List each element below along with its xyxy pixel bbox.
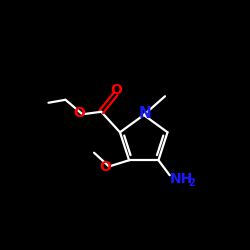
Text: O: O bbox=[73, 106, 85, 120]
Text: O: O bbox=[100, 160, 112, 174]
Text: O: O bbox=[110, 83, 122, 97]
Text: 2: 2 bbox=[188, 178, 195, 188]
Text: NH: NH bbox=[169, 172, 192, 186]
Text: N: N bbox=[138, 106, 151, 122]
